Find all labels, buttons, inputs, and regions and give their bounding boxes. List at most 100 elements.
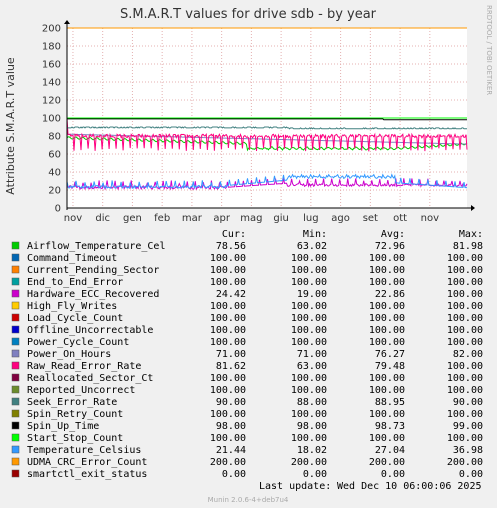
legend-series-name: Offline_Uncorrectable — [27, 325, 153, 336]
legend: Cur: Min: Avg: Max: Airflow_Temperature_Cel 7… — [11, 229, 483, 480]
legend-swatch — [11, 337, 20, 346]
legend-swatch — [11, 457, 20, 466]
legend-value: 100.00 — [369, 325, 405, 336]
x-tick-label: nov — [421, 213, 439, 224]
legend-swatch — [11, 325, 20, 334]
legend-series-name: Temperature_Celsius — [27, 445, 141, 456]
legend-value: 71.00 — [297, 349, 327, 360]
series-line-spin-up-time — [67, 118, 467, 121]
legend-value: 100.00 — [291, 409, 327, 420]
legend-swatch — [11, 409, 20, 418]
legend-series-name: High_Fly_Writes — [27, 301, 117, 312]
legend-swatch — [11, 469, 20, 478]
last-update-label: Last update: — [259, 481, 331, 492]
legend-value: 100.00 — [369, 253, 405, 264]
rrdtool-watermark: RRDTOOL / TOBI OETIKER — [485, 5, 493, 95]
legend-series-name: Power_On_Hours — [27, 349, 111, 360]
y-tick-label: 80 — [48, 132, 61, 143]
legend-swatch — [11, 265, 20, 274]
legend-value: 63.00 — [297, 361, 327, 372]
last-update-value: Wed Dec 10 06:00:06 2025 — [337, 481, 482, 492]
legend-value: 100.00 — [291, 313, 327, 324]
legend-value: 100.00 — [210, 265, 246, 276]
legend-value: 100.00 — [291, 337, 327, 348]
x-tick-label: ott — [393, 213, 407, 224]
legend-value: 22.86 — [375, 289, 405, 300]
legend-series-name: Reported_Uncorrect — [27, 385, 135, 396]
legend-value: 200.00 — [291, 457, 327, 468]
legend-series-name: Command_Timeout — [27, 253, 117, 264]
legend-value: 90.00 — [453, 397, 483, 408]
legend-series-name: End_to_End_Error — [27, 277, 123, 288]
legend-value: 100.00 — [447, 265, 483, 276]
legend-series-name: Spin_Retry_Count — [27, 409, 123, 420]
legend-value: 99.00 — [453, 421, 483, 432]
legend-value: 100.00 — [447, 361, 483, 372]
legend-value: 100.00 — [210, 277, 246, 288]
legend-value: 100.00 — [369, 385, 405, 396]
munin-version-footer: Munin 2.0.6-4+deb7u4 — [208, 496, 289, 504]
legend-value: 100.00 — [210, 373, 246, 384]
legend-value: 100.00 — [447, 337, 483, 348]
legend-swatch — [11, 349, 20, 358]
legend-swatch — [11, 385, 20, 394]
legend-value: 19.00 — [297, 289, 327, 300]
legend-value: 100.00 — [291, 325, 327, 336]
legend-value: 82.00 — [453, 349, 483, 360]
legend-value: 76.27 — [375, 349, 405, 360]
legend-value: 36.98 — [453, 445, 483, 456]
legend-series-name: UDMA_CRC_Error_Count — [27, 457, 147, 468]
legend-value: 90.00 — [216, 397, 246, 408]
legend-value: 200.00 — [369, 457, 405, 468]
legend-series-name: Seek_Error_Rate — [27, 397, 117, 408]
legend-value: 100.00 — [369, 313, 405, 324]
legend-series-name: Spin_Up_Time — [27, 421, 99, 432]
legend-series-name: Power_Cycle_Count — [27, 337, 129, 348]
legend-value: 18.02 — [297, 445, 327, 456]
legend-swatch — [11, 277, 20, 286]
y-axis-arrow — [64, 20, 70, 24]
legend-series-name: Hardware_ECC_Recovered — [27, 289, 159, 300]
legend-value: 100.00 — [291, 301, 327, 312]
legend-value: 100.00 — [447, 301, 483, 312]
y-tick-label: 180 — [42, 42, 61, 53]
legend-value: 100.00 — [369, 409, 405, 420]
legend-value: 100.00 — [447, 385, 483, 396]
legend-series-name: Current_Pending_Sector — [27, 265, 159, 276]
chart-title: S.M.A.R.T values for drive sdb - by year — [120, 7, 377, 22]
series-line-raw-read-error-rate — [66, 117, 468, 152]
series-line-airflow-temperature-cel — [66, 136, 468, 152]
x-tick-label: apr — [213, 213, 230, 224]
legend-value: 100.00 — [210, 301, 246, 312]
legend-value: 98.00 — [216, 421, 246, 432]
legend-value: 100.00 — [447, 313, 483, 324]
legend-value: 100.00 — [447, 409, 483, 420]
legend-header: Min: — [303, 229, 327, 240]
legend-value: 21.44 — [216, 445, 246, 456]
y-tick-label: 160 — [42, 60, 61, 71]
legend-value: 100.00 — [210, 325, 246, 336]
series-line-temperature-celsius — [66, 173, 468, 190]
legend-header: Max: — [459, 229, 483, 240]
y-tick-label: 0 — [55, 204, 61, 215]
legend-value: 72.96 — [375, 241, 405, 252]
legend-value: 0.00 — [381, 469, 405, 480]
legend-value: 100.00 — [447, 373, 483, 384]
legend-value: 200.00 — [210, 457, 246, 468]
legend-value: 78.56 — [216, 241, 246, 252]
legend-swatch — [11, 253, 20, 262]
legend-value: 100.00 — [369, 433, 405, 444]
legend-series-name: Start_Stop_Count — [27, 433, 123, 444]
legend-value: 100.00 — [447, 433, 483, 444]
legend-value: 100.00 — [291, 373, 327, 384]
y-axis-label: Attribute S.M.A.R.T value — [4, 57, 17, 195]
legend-series-name: smartctl_exit_status — [27, 469, 147, 480]
legend-value: 100.00 — [369, 301, 405, 312]
legend-swatch — [11, 445, 20, 454]
legend-value: 0.00 — [222, 469, 246, 480]
x-tick-label: feb — [154, 213, 170, 224]
legend-value: 100.00 — [291, 265, 327, 276]
y-tick-label: 200 — [42, 24, 61, 35]
legend-series-name: Load_Cycle_Count — [27, 313, 123, 324]
